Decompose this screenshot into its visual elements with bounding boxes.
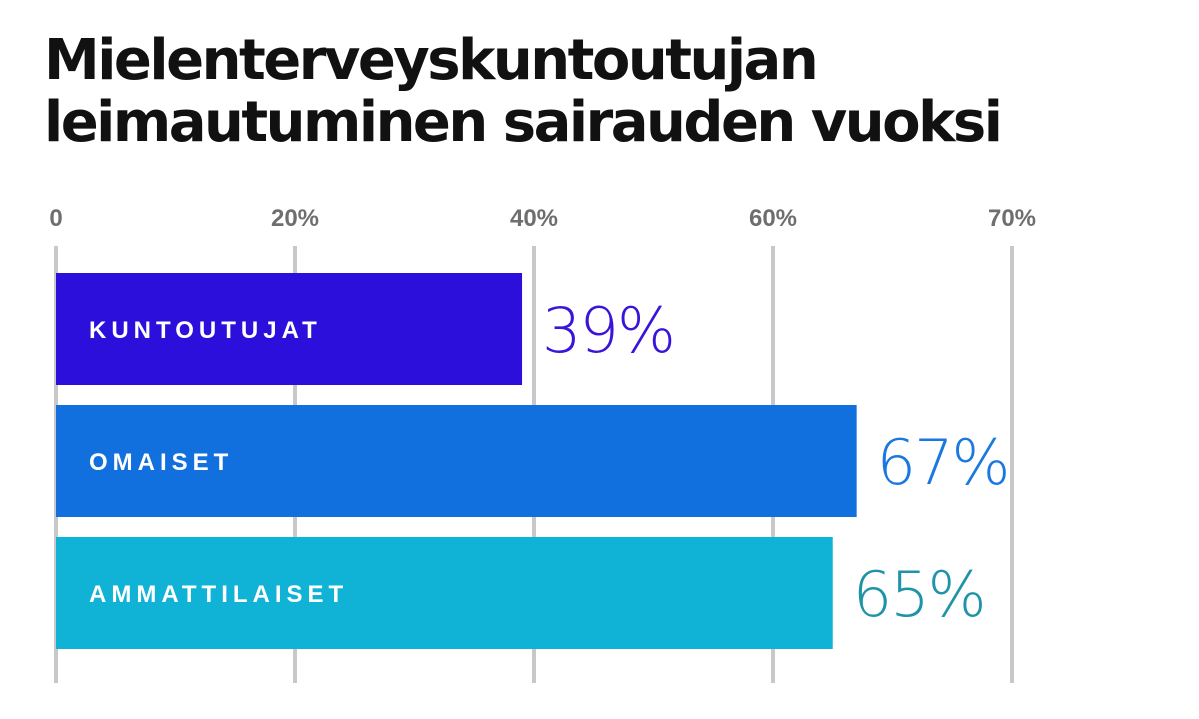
x-tick-label-2: 40% xyxy=(510,205,558,232)
value-label-kuntoutujat: 39% xyxy=(542,294,674,367)
x-axis-ticks: 0 20% 40% 60% 70% xyxy=(49,205,1036,232)
x-tick-label-3: 60% xyxy=(749,205,797,232)
chart-title: Mielenterveyskuntoutujan leimautuminen s… xyxy=(44,28,1003,155)
bar-kuntoutujat xyxy=(56,273,523,385)
bar-omaiset xyxy=(56,405,857,517)
x-tick-label-1: 20% xyxy=(271,205,319,232)
bar-ammattilaiset xyxy=(56,537,833,649)
x-tick-label-0: 0 xyxy=(49,205,62,232)
category-label-kuntoutujat: KUNTOUTUJAT xyxy=(89,317,322,344)
bar-labels: KUNTOUTUJAT 39% OMAISET 67% AMMATTILAISET 65% xyxy=(89,294,1010,631)
category-label-ammattilaiset: AMMATTILAISET xyxy=(89,581,348,608)
value-label-omaiset: 67% xyxy=(877,426,1009,499)
x-tick-label-4: 70% xyxy=(988,205,1036,232)
chart-title-line-2: leimautuminen sairauden vuoksi xyxy=(44,90,1003,155)
category-label-omaiset: OMAISET xyxy=(89,449,233,476)
chart-title-line-1: Mielenterveyskuntoutujan xyxy=(44,28,819,93)
bars xyxy=(56,273,857,649)
value-label-ammattilaiset: 65% xyxy=(853,558,985,631)
